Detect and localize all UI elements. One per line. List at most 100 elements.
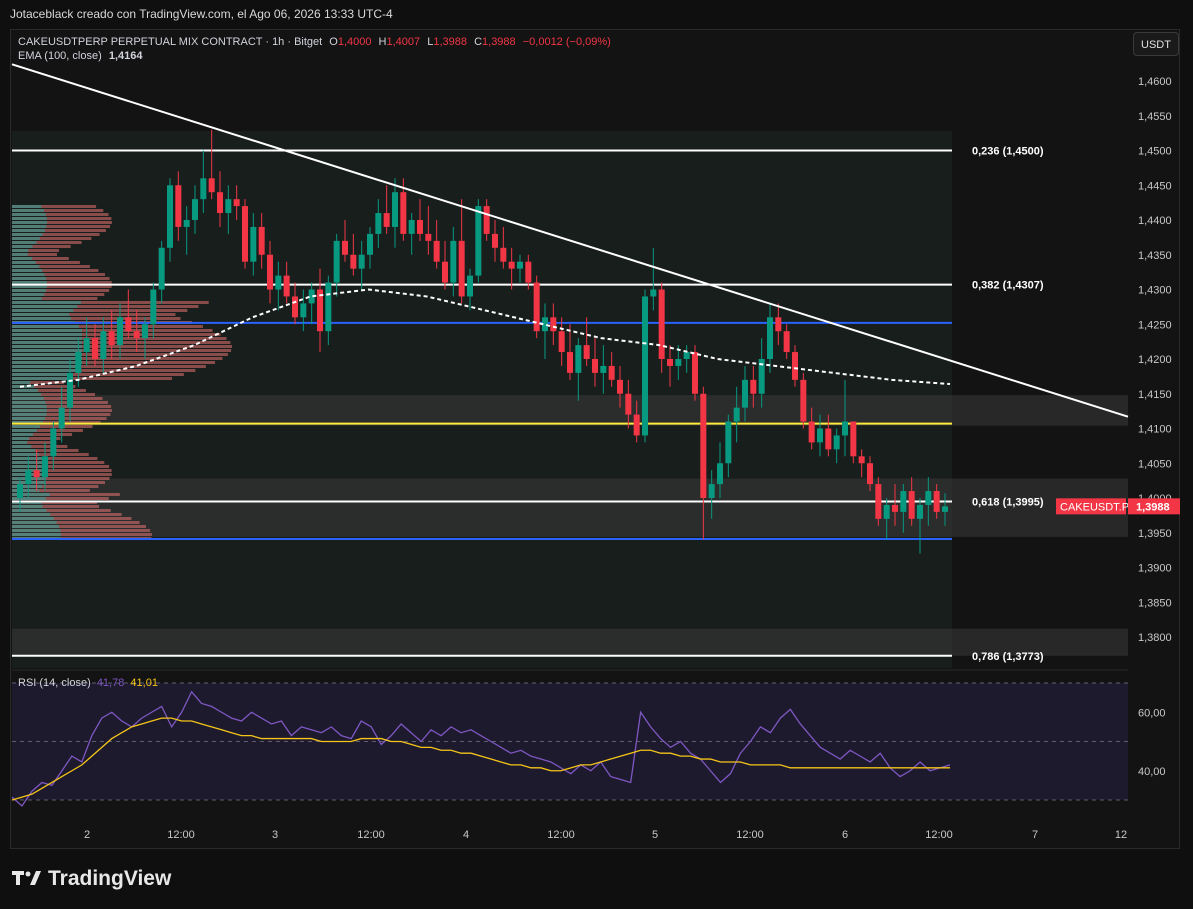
candle-body (25, 470, 32, 485)
ema-label[interactable]: EMA (100, close) (18, 50, 102, 62)
volume-profile-bar (12, 249, 59, 252)
candle-body (17, 484, 23, 498)
volume-profile-bar (12, 265, 90, 268)
volume-profile-bar (12, 473, 112, 476)
candle-body (675, 359, 682, 366)
volume-profile-bar (12, 505, 43, 508)
candle-body (667, 359, 673, 366)
candle-body (83, 338, 90, 353)
candle-body (600, 365, 607, 373)
currency-unit-button[interactable]: USDT (1133, 32, 1179, 56)
chart-legend: CAKEUSDTPERP PERPETUAL MIX CONTRACT · 1h… (18, 35, 611, 63)
candle-body (508, 261, 515, 269)
fib-label-2: 0,618 (1,3995) (972, 496, 1044, 508)
low-value: 1,3988 (433, 36, 467, 48)
volume-profile-bar (12, 437, 29, 440)
volume-profile-bar (12, 417, 46, 420)
candle-body (892, 504, 898, 512)
price-tick-label: 1,4350 (1138, 250, 1172, 262)
candle-body (483, 206, 490, 234)
fib-label-0: 0,236 (1,4500) (972, 146, 1044, 158)
candle-body (242, 206, 248, 262)
price-tick-label: 1,4250 (1138, 319, 1172, 331)
price-tick-label: 1,4150 (1138, 389, 1172, 401)
candle-body (208, 178, 215, 193)
volume-profile-bar (12, 333, 82, 336)
volume-profile-bar (12, 217, 112, 220)
volume-profile-bar (12, 469, 112, 472)
volume-profile-bar (12, 465, 46, 468)
candle-body (608, 365, 615, 380)
price-tick-label: 1,3950 (1138, 528, 1172, 540)
price-tick-label: 1,4100 (1138, 424, 1172, 436)
volume-profile-bar (12, 433, 73, 436)
candle-body (58, 407, 65, 429)
time-tick-label: 12:00 (925, 829, 953, 841)
volume-profile-bar (12, 501, 97, 504)
candle-body (100, 331, 107, 359)
volume-profile-bar (12, 517, 132, 520)
high-value: 1,4007 (386, 36, 421, 48)
rsi-tick-label: 60,00 (1138, 707, 1166, 719)
volume-profile-bar (12, 401, 46, 404)
volume-profile-bar (12, 245, 33, 248)
volume-profile-bar (12, 397, 103, 400)
candle-body (883, 504, 890, 519)
candle-body (175, 185, 182, 227)
volume-profile-bar (12, 377, 173, 380)
volume-profile-bar (12, 517, 54, 520)
volume-profile-bar (12, 497, 109, 500)
volume-profile-bar (12, 245, 71, 248)
price-tick-label: 1,4300 (1138, 285, 1172, 297)
tradingview-logo[interactable]: TradingView (12, 867, 171, 891)
candle-body (417, 220, 423, 234)
candle-body (817, 428, 823, 443)
open-label: O (329, 36, 338, 48)
volume-profile-bar (12, 281, 112, 284)
volume-profile-bar (12, 233, 43, 236)
candle-body (42, 456, 48, 478)
candle-body (583, 345, 590, 359)
close-label: C (474, 36, 483, 48)
volume-profile-bar (12, 365, 206, 368)
candle-body (442, 261, 448, 283)
candle-body (342, 240, 348, 255)
volume-profile-bar (12, 209, 44, 212)
volume-profile-bar (12, 381, 31, 384)
candle-body (633, 414, 640, 436)
volume-profile-bar (12, 325, 79, 328)
candle-body (267, 254, 273, 290)
volume-profile-bar (12, 229, 45, 232)
volume-profile-bar (12, 485, 43, 488)
candle-body (517, 261, 523, 269)
candle-body (275, 275, 282, 290)
volume-profile-bar (12, 229, 106, 232)
candle-body (350, 254, 357, 269)
candle-body (842, 421, 848, 436)
candle-body (450, 240, 457, 283)
volume-profile-bar (12, 505, 100, 508)
time-tick-label: 7 (1032, 829, 1038, 841)
tradingview-logo-icon (12, 868, 42, 890)
candle-body (925, 491, 932, 505)
symbol-label[interactable]: CAKEUSDTPERP PERPETUAL MIX CONTRACT · 1h… (18, 36, 323, 48)
volume-profile-bar (12, 525, 59, 528)
candle-body (775, 317, 782, 332)
rsi-label[interactable]: RSI (14, close) (18, 677, 91, 689)
candle-body (567, 352, 573, 373)
time-tick-label: 6 (842, 829, 848, 841)
volume-profile-bar (12, 221, 47, 224)
candle-body (642, 296, 648, 436)
volume-profile-bar (12, 529, 61, 532)
volume-profile-bar (12, 297, 42, 300)
volume-profile-bar (12, 285, 47, 288)
volume-profile-bar (12, 237, 92, 240)
candle-body (358, 254, 365, 269)
candle-body (692, 352, 698, 394)
volume-profile-bar (12, 317, 181, 320)
time-tick-label: 12:00 (357, 829, 385, 841)
price-tag-symbol-text: CAKEUSDT.P (1060, 501, 1129, 513)
rsi-legend: RSI (14, close) 41,78 41,01 (18, 677, 158, 689)
candle-body (125, 317, 132, 332)
